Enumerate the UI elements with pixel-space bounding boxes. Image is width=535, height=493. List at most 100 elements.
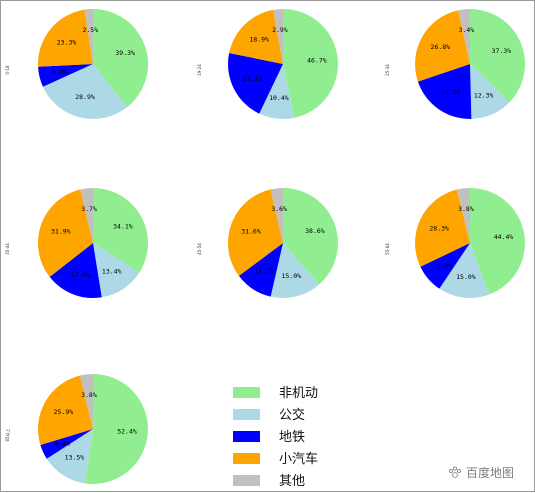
paw-icon [448, 466, 462, 478]
legend-swatch [233, 431, 260, 442]
slice-value-label: 6.0% [52, 68, 68, 76]
slice-value-label: 3.7% [81, 205, 97, 213]
slice-value-label: 2.5% [82, 26, 98, 34]
slice-value-label: 15.0% [281, 272, 301, 280]
slice-value-label: 2.9% [272, 26, 288, 34]
pie-slice-公交 [42, 64, 128, 119]
slice-value-label: 31.6% [241, 227, 261, 235]
pie-slice-公交 [270, 243, 320, 298]
slice-value-label: 3.6% [271, 205, 287, 213]
pie-slice-其他 [80, 188, 93, 243]
slice-value-label: 52.4% [117, 428, 137, 436]
slice-value-label: 8.5% [436, 261, 452, 269]
age-group-label: 35-44 [5, 243, 10, 255]
pie-slice-地铁 [38, 64, 93, 87]
slice-value-label: 11.2% [255, 268, 275, 276]
slice-value-label: 13.5% [65, 454, 85, 462]
slice-value-label: 3.8% [81, 391, 97, 399]
slice-value-label: 38.6% [305, 227, 325, 235]
pie-slice-公交 [46, 429, 93, 484]
pie-slice-小汽车 [415, 10, 470, 82]
age-group-label: 45-54 [197, 243, 202, 255]
pie-slice-其他 [273, 9, 283, 64]
age-group-label: 0-18 [5, 65, 10, 75]
pie-slice-其他 [270, 187, 283, 243]
pie-slice-地铁 [228, 53, 283, 114]
age-group-label: 25-34 [385, 64, 390, 76]
legend-swatch [233, 475, 260, 486]
slice-value-label: 21.1% [243, 75, 263, 83]
pie-slice-小汽车 [38, 9, 93, 67]
slice-value-label: 18.9% [249, 36, 269, 44]
pie-slice-地铁 [420, 243, 470, 289]
slice-value-label: 13.4% [102, 268, 122, 276]
slice-value-label: 28.9% [75, 93, 95, 101]
pie-slice-小汽车 [37, 375, 93, 446]
slice-value-label: 25.9% [54, 408, 74, 416]
slice-value-label: 3.8% [458, 205, 474, 213]
pie-slice-小汽车 [414, 189, 470, 267]
age-group-label: 19-24 [197, 64, 202, 76]
slice-value-label: 46.7% [307, 56, 327, 64]
slice-value-label: 39.3% [115, 49, 135, 57]
pie-slice-非机动 [93, 9, 148, 108]
pie-slice-非机动 [283, 9, 338, 118]
slice-value-label: 34.1% [113, 223, 133, 231]
legend-swatch [233, 409, 260, 420]
legend-label: 地铁 [279, 430, 305, 445]
pie-slice-地铁 [238, 243, 283, 297]
legend-label: 公交 [279, 407, 305, 423]
slice-value-label: 26.8% [431, 43, 451, 51]
legend-swatch [233, 453, 260, 464]
pie-chart-35-44: 34.1% 13.4% 17.0% 31.9% 3.7% 35-44 [5, 188, 149, 299]
pie-chart-45-54: 38.6% 15.0% 11.2% 31.6% 3.6% 45-54 [197, 187, 338, 298]
pie-slice-小汽车 [229, 9, 283, 64]
slice-value-label: 4.4% [54, 439, 70, 447]
pie-slice-地铁 [40, 429, 93, 459]
pie-slice-公交 [439, 243, 489, 299]
slice-value-label: 17.0% [71, 271, 91, 279]
slice-value-label: 23.3% [57, 39, 77, 47]
pie-slice-非机动 [470, 9, 526, 103]
pie-slice-其他 [79, 374, 93, 429]
pie-slice-地铁 [49, 243, 102, 299]
watermark-text: 百度地图 [466, 465, 514, 480]
pie-slice-小汽车 [38, 189, 93, 277]
pie-slice-非机动 [470, 188, 526, 295]
pie-slice-公交 [470, 64, 510, 119]
pie-slice-公交 [259, 64, 295, 119]
pie-slice-非机动 [93, 188, 149, 273]
legend-label: 其他 [279, 474, 305, 489]
pie-slice-非机动 [283, 188, 338, 285]
legend-label: 小汽车 [279, 451, 318, 467]
pie-slice-其他 [458, 9, 470, 64]
legend-swatch [233, 387, 260, 398]
pie-slice-小汽车 [227, 189, 283, 276]
pie-slice-地铁 [417, 64, 472, 119]
legend-label: 非机动 [279, 386, 318, 401]
slice-value-label: 37.3% [492, 47, 512, 55]
slice-value-label: 15.0% [456, 273, 476, 281]
slice-value-label: 28.3% [429, 224, 449, 232]
age-group-label: 65以上 [4, 428, 10, 441]
slice-value-label: 20.2% [441, 88, 461, 96]
pie-slice-其他 [456, 188, 470, 243]
slice-value-label: 12.3% [474, 91, 494, 99]
watermark: 百度地图 [448, 465, 514, 480]
slice-value-label: 31.9% [51, 228, 71, 236]
age-group-label: 55-64 [385, 243, 390, 255]
pie-chart-25-34: 37.3% 12.3% 20.2% 26.8% 3.4% 25-34 [385, 9, 526, 119]
slice-value-label: 44.4% [494, 233, 514, 241]
pie-chart-19-24: 46.7% 10.4% 21.1% 18.9%2.9% 19-24 [197, 9, 338, 119]
pie-slice-公交 [93, 243, 140, 298]
pie-slice-非机动 [84, 374, 148, 484]
pie-slice-其他 [84, 9, 93, 64]
slice-value-label: 3.4% [459, 26, 475, 34]
pie-chart-55-64: 44.4% 15.0% 8.5% 28.3% 3.8% 55-64 [385, 188, 526, 299]
pie-chart-65以上: 52.4% 13.5% 4.4% 25.9% 3.8% 65以上 [4, 374, 148, 484]
pie-chart-0-18: 39.3% 28.9% 6.0% 23.3% 2.5% 0-18 [5, 9, 148, 119]
slice-value-label: 10.4% [269, 94, 289, 102]
